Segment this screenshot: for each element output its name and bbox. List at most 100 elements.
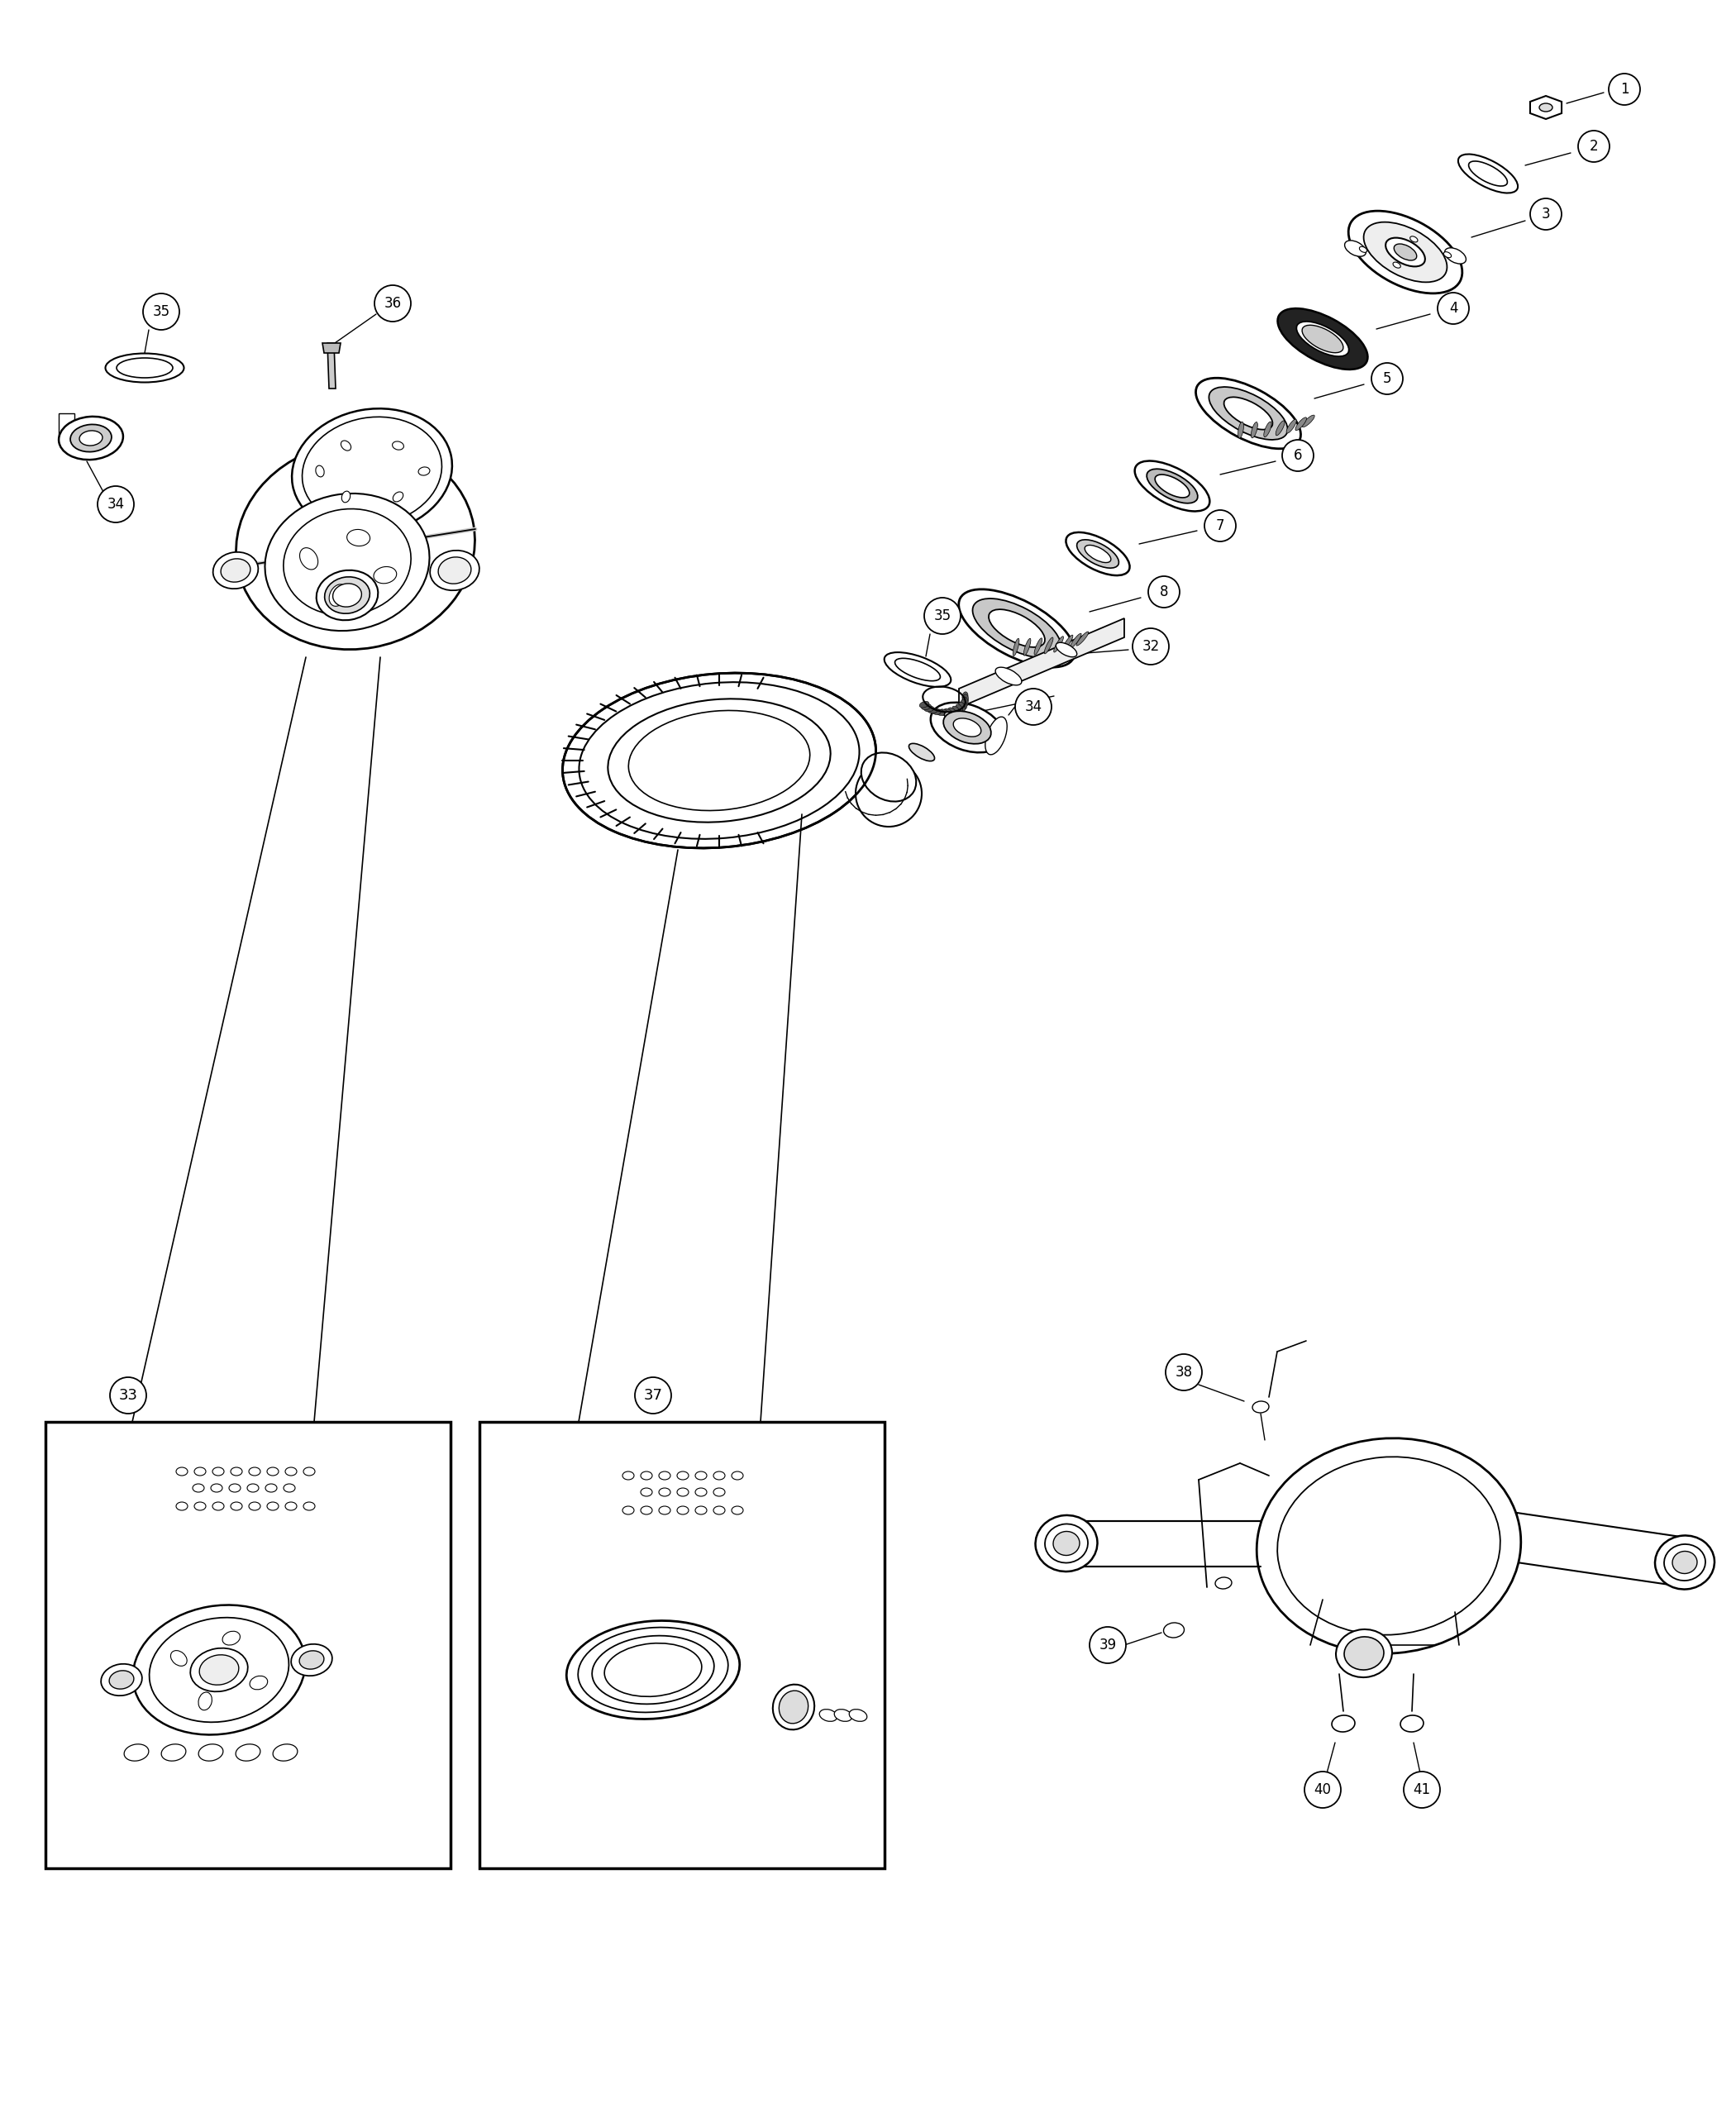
Ellipse shape (247, 1484, 259, 1492)
Ellipse shape (198, 1693, 212, 1710)
Ellipse shape (1392, 261, 1401, 268)
Ellipse shape (953, 719, 981, 736)
Ellipse shape (229, 1484, 241, 1492)
Ellipse shape (930, 702, 1003, 753)
Text: 3: 3 (1542, 207, 1550, 221)
Ellipse shape (231, 1467, 243, 1476)
Ellipse shape (149, 1617, 288, 1722)
Ellipse shape (580, 683, 859, 839)
Ellipse shape (210, 1484, 222, 1492)
Text: 41: 41 (1413, 1781, 1430, 1798)
Ellipse shape (884, 651, 951, 687)
Circle shape (1609, 74, 1641, 105)
Ellipse shape (266, 1484, 278, 1492)
Ellipse shape (170, 1651, 187, 1665)
Ellipse shape (1066, 533, 1130, 575)
Ellipse shape (431, 550, 479, 590)
Ellipse shape (562, 672, 877, 847)
Ellipse shape (1208, 388, 1288, 441)
Ellipse shape (212, 1503, 224, 1509)
Circle shape (1016, 689, 1052, 725)
Polygon shape (328, 344, 335, 388)
Text: 34: 34 (108, 497, 125, 512)
Ellipse shape (1385, 238, 1425, 266)
Ellipse shape (236, 1743, 260, 1760)
Ellipse shape (1654, 1535, 1715, 1589)
Circle shape (1304, 1771, 1340, 1809)
Ellipse shape (962, 698, 969, 706)
Ellipse shape (986, 717, 1007, 755)
Ellipse shape (1012, 639, 1019, 656)
Ellipse shape (1401, 1716, 1424, 1733)
Ellipse shape (231, 1503, 243, 1509)
Ellipse shape (920, 702, 929, 708)
Text: 35: 35 (153, 304, 170, 318)
Ellipse shape (248, 1503, 260, 1509)
Text: 36: 36 (384, 295, 401, 310)
Ellipse shape (161, 1743, 186, 1760)
Ellipse shape (641, 1507, 653, 1514)
Ellipse shape (220, 559, 250, 582)
Ellipse shape (250, 1676, 267, 1691)
Ellipse shape (1147, 468, 1198, 504)
Circle shape (1283, 441, 1314, 472)
Circle shape (1529, 198, 1562, 230)
Text: 35: 35 (934, 609, 951, 624)
Ellipse shape (962, 691, 969, 702)
Circle shape (1165, 1353, 1201, 1391)
Text: 4: 4 (1450, 301, 1458, 316)
Ellipse shape (1035, 1516, 1097, 1573)
Circle shape (1437, 293, 1469, 325)
Ellipse shape (1444, 251, 1451, 257)
Ellipse shape (1252, 1402, 1269, 1412)
Ellipse shape (1257, 1438, 1521, 1653)
Ellipse shape (608, 700, 830, 822)
Ellipse shape (1062, 635, 1073, 651)
Ellipse shape (80, 430, 102, 445)
Ellipse shape (972, 599, 1061, 658)
Ellipse shape (316, 569, 378, 620)
Ellipse shape (641, 1488, 653, 1497)
Ellipse shape (1444, 249, 1465, 264)
Ellipse shape (910, 744, 934, 761)
Ellipse shape (660, 1471, 670, 1480)
Circle shape (142, 293, 179, 329)
Circle shape (1132, 628, 1168, 664)
Ellipse shape (958, 702, 965, 710)
Ellipse shape (193, 1484, 205, 1492)
Ellipse shape (924, 706, 934, 713)
Ellipse shape (292, 1644, 332, 1676)
Ellipse shape (198, 1743, 224, 1760)
Ellipse shape (677, 1507, 689, 1514)
Ellipse shape (1035, 639, 1042, 656)
Ellipse shape (1332, 1716, 1354, 1733)
Ellipse shape (1224, 396, 1272, 430)
Ellipse shape (330, 584, 347, 607)
Circle shape (97, 487, 134, 523)
Ellipse shape (936, 708, 944, 715)
Polygon shape (1066, 1522, 1260, 1566)
Ellipse shape (437, 557, 470, 584)
Ellipse shape (212, 1467, 224, 1476)
Ellipse shape (1344, 1636, 1384, 1670)
Ellipse shape (222, 1632, 240, 1644)
Ellipse shape (1045, 1524, 1088, 1562)
Ellipse shape (333, 584, 361, 607)
Ellipse shape (392, 441, 404, 449)
Ellipse shape (713, 1471, 726, 1480)
Bar (45, 1423, 451, 1868)
Ellipse shape (861, 753, 917, 801)
Ellipse shape (623, 1471, 634, 1480)
Circle shape (109, 1377, 146, 1414)
Text: 38: 38 (1175, 1364, 1193, 1381)
Text: 5: 5 (1384, 371, 1392, 386)
Ellipse shape (694, 1507, 707, 1514)
Ellipse shape (819, 1710, 837, 1722)
Ellipse shape (1469, 160, 1507, 186)
Circle shape (635, 1377, 672, 1414)
Ellipse shape (1238, 422, 1243, 438)
Bar (479, 1423, 885, 1868)
Ellipse shape (283, 508, 411, 616)
Ellipse shape (731, 1471, 743, 1480)
Text: 37: 37 (644, 1387, 663, 1402)
